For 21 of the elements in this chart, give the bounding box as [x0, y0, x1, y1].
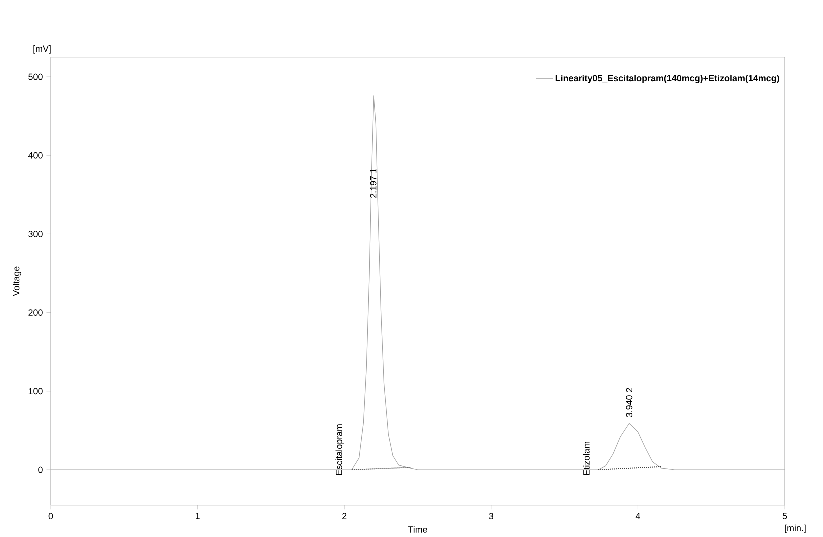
- annotation: Escitalopram: [336, 424, 344, 476]
- y-tick-label: 500: [28, 74, 43, 80]
- annotation: 2.197 1: [370, 169, 377, 198]
- text: [mV]: [34, 46, 51, 54]
- annotation: 3.940 2: [626, 388, 633, 418]
- y-tick-label: 200: [28, 310, 43, 316]
- x-tick-label: 0: [48, 513, 54, 520]
- x-tick-label: 5: [782, 513, 788, 520]
- x-tick-label: 2: [342, 513, 347, 520]
- annotation: Etizolam: [583, 442, 590, 476]
- y-tick-label: 300: [28, 231, 43, 238]
- x-tick-label: 4: [636, 513, 640, 520]
- legend-label: Linearity05_Escitalopram(140mcg)+Etizolam(14mcg): [556, 75, 780, 84]
- y-axis-title: Voltage: [13, 267, 22, 296]
- y-tick-label: 0: [38, 467, 43, 474]
- text: [min.]: [785, 525, 806, 534]
- x-tick-label: 1: [196, 513, 200, 520]
- x-tick-label: 3: [489, 513, 494, 520]
- x-axis-title: Time: [408, 526, 428, 534]
- y-tick-label: 400: [28, 152, 43, 160]
- y-tick-label: 100: [28, 388, 43, 395]
